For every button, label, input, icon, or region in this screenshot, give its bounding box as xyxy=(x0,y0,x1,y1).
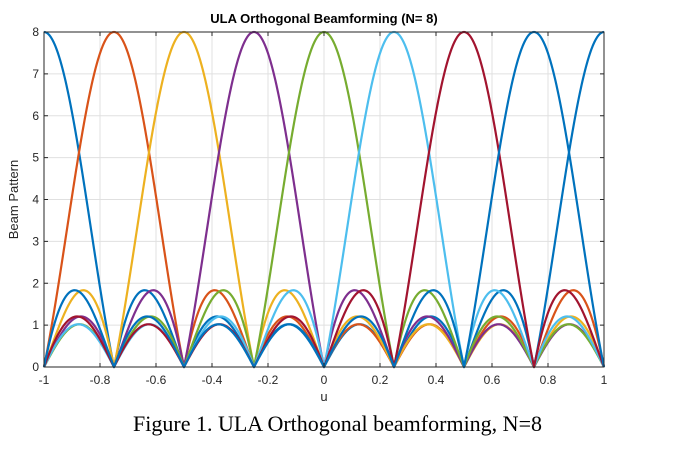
grid xyxy=(43,31,605,368)
y-tick-label: 8 xyxy=(32,25,39,39)
x-tick-label: 1 xyxy=(601,373,608,387)
chart: -1 -0.8 -0.6 -0.4 -0.2 0 0.2 0.4 0.6 0.8 1 0 1 2 3 4 5 6 7… xyxy=(6,11,608,404)
y-tick-label: 7 xyxy=(32,67,39,81)
y-tick-label: 6 xyxy=(32,109,39,123)
y-tick-label: 3 xyxy=(32,234,39,248)
x-tick-label: 0.6 xyxy=(484,373,501,387)
y-tick-label: 5 xyxy=(32,151,39,165)
x-tick-label: 0.4 xyxy=(428,373,445,387)
x-tick-label: -0.8 xyxy=(90,373,111,387)
chart-title: ULA Orthogonal Beamforming (N= 8) xyxy=(210,11,437,26)
x-tick-label: -0.4 xyxy=(202,373,223,387)
y-tick-label: 2 xyxy=(32,276,39,290)
x-tick-label: 0.2 xyxy=(372,373,389,387)
y-tick-label: 0 xyxy=(32,360,39,374)
x-tick-label: 0 xyxy=(321,373,328,387)
y-axis-label: Beam Pattern xyxy=(6,160,21,240)
y-tick-label: 1 xyxy=(32,318,39,332)
x-tick-label: -0.6 xyxy=(146,373,167,387)
figure-caption: Figure 1. ULA Orthogonal beamforming, N=… xyxy=(133,411,542,436)
ticks: -1 -0.8 -0.6 -0.4 -0.2 0 0.2 0.4 0.6 0.8 1 0 1 2 3 4 5 6 7… xyxy=(32,25,607,387)
y-tick-label: 4 xyxy=(32,193,39,207)
x-axis-label: u xyxy=(320,389,327,404)
x-tick-label: -1 xyxy=(39,373,50,387)
x-tick-label: 0.8 xyxy=(540,373,557,387)
x-tick-label: -0.2 xyxy=(258,373,279,387)
